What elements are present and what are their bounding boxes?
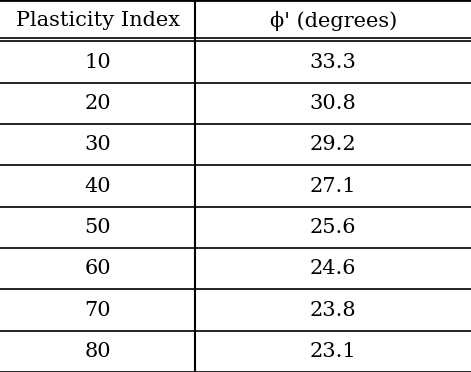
Text: 80: 80 <box>84 342 111 361</box>
Text: 60: 60 <box>84 259 111 278</box>
Text: 27.1: 27.1 <box>310 176 357 196</box>
Text: 30: 30 <box>84 135 111 154</box>
Text: 24.6: 24.6 <box>310 259 357 278</box>
Text: 10: 10 <box>84 52 111 71</box>
Text: 23.8: 23.8 <box>310 301 357 320</box>
Text: 25.6: 25.6 <box>310 218 357 237</box>
Text: 29.2: 29.2 <box>310 135 357 154</box>
Text: 23.1: 23.1 <box>310 342 357 361</box>
Text: 30.8: 30.8 <box>310 94 357 113</box>
Text: 33.3: 33.3 <box>310 52 357 71</box>
Text: 70: 70 <box>84 301 111 320</box>
Text: ϕ' (degrees): ϕ' (degrees) <box>269 11 397 31</box>
Text: 40: 40 <box>84 176 111 196</box>
Text: 50: 50 <box>84 218 111 237</box>
Text: 20: 20 <box>84 94 111 113</box>
Text: Plasticity Index: Plasticity Index <box>16 11 180 30</box>
